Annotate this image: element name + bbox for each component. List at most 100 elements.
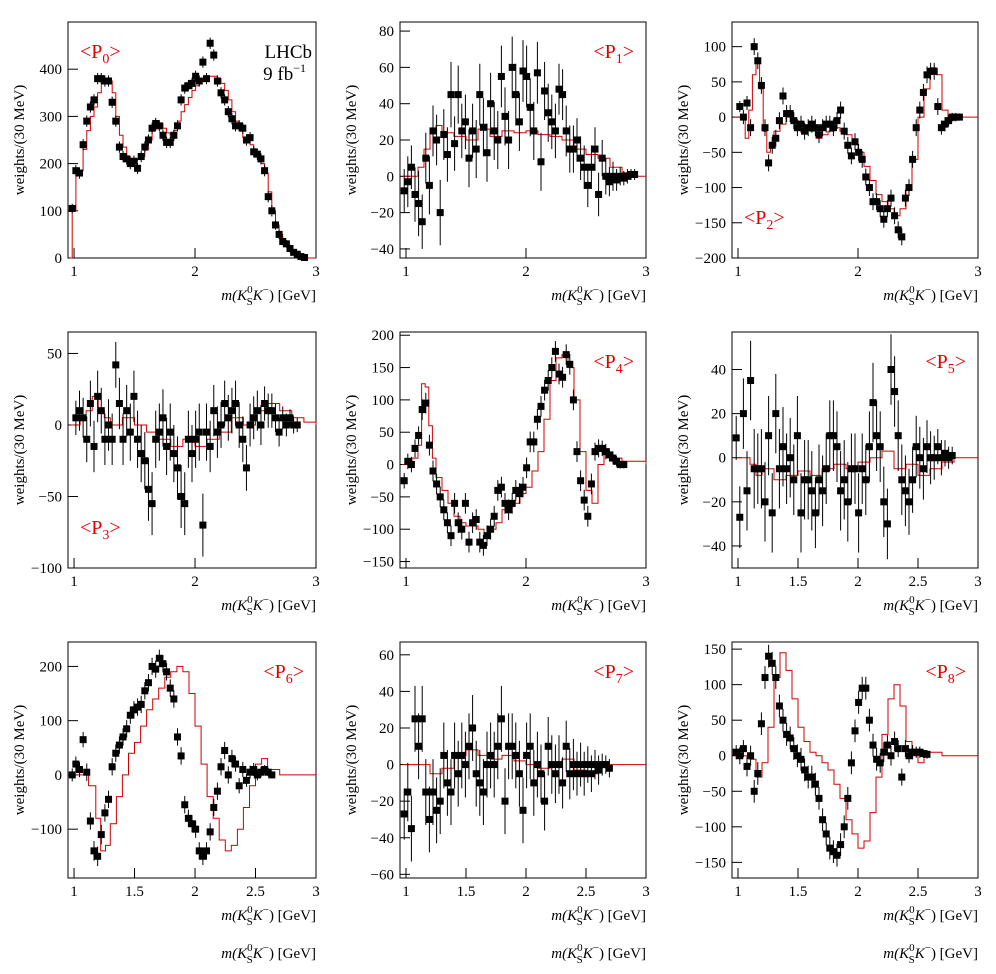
panel-label-tail: > (623, 661, 634, 683)
data-point (736, 513, 744, 521)
xlabel-k: K (898, 908, 910, 924)
data-point (772, 410, 780, 418)
data-point (257, 421, 265, 429)
data-point (83, 768, 91, 776)
luminosity-value: 9 fb (263, 64, 293, 85)
panel-label-tail: > (623, 351, 634, 373)
data-point (905, 752, 913, 760)
data-point (801, 766, 809, 774)
data-point (86, 103, 94, 111)
plot-frame (731, 641, 979, 879)
data-point (623, 172, 631, 180)
data-point (750, 43, 758, 51)
plot-frame (399, 641, 647, 879)
data-point (754, 770, 762, 778)
data-point (869, 399, 877, 407)
data-point (541, 87, 549, 95)
data-point (425, 181, 433, 189)
panel-label-sub: 4 (616, 362, 623, 377)
x-tick-label: 3 (312, 884, 320, 900)
data-point (519, 806, 527, 814)
y-axis-label: weights/(30 MeV) (12, 705, 28, 815)
data-point (616, 461, 624, 469)
data-point (876, 443, 884, 451)
data-point (937, 124, 945, 132)
data-point (822, 465, 830, 473)
data-point (508, 63, 516, 71)
data-point (206, 39, 214, 47)
data-point (418, 406, 426, 414)
data-point (192, 435, 200, 443)
data-point (833, 851, 841, 859)
data-point (155, 428, 163, 436)
data-point (494, 742, 502, 750)
data-point (512, 91, 520, 99)
y-axis-label: weights/(30 MeV) (344, 395, 360, 505)
xlabel-supminus: − (593, 942, 599, 954)
data-point (909, 476, 917, 484)
data-point (173, 464, 181, 472)
panel-label-tail: > (955, 661, 966, 683)
y-axis-label: weights/(30 MeV) (12, 395, 28, 505)
data-point (826, 432, 834, 440)
panel-label: <P1> (593, 41, 634, 67)
data-point (505, 136, 513, 144)
xlabel-k: K (236, 598, 248, 614)
data-point (533, 415, 541, 423)
data-point (887, 194, 895, 202)
data-point (144, 485, 152, 493)
data-point (937, 454, 945, 462)
data-point (804, 124, 812, 132)
data-point (487, 525, 495, 533)
data-point (909, 155, 917, 163)
data-point (440, 506, 448, 514)
data-point (119, 153, 127, 161)
data-point (483, 149, 491, 157)
data-point (515, 118, 523, 126)
data-point (476, 779, 484, 787)
y-tick-label: 20 (379, 721, 394, 737)
data-point (840, 127, 848, 135)
data-point (783, 110, 791, 118)
data-point (584, 181, 592, 189)
x-tick-label: 1 (734, 264, 742, 280)
data-point (793, 752, 801, 760)
xlabel-m: m( (221, 598, 238, 614)
xlabel-k: K (566, 908, 578, 924)
data-point (407, 163, 415, 171)
data-point (569, 396, 577, 404)
x-tick-label: 2 (522, 884, 530, 900)
panel-label-sub: 1 (616, 52, 623, 67)
data-point (210, 407, 218, 415)
data-point (246, 421, 254, 429)
data-point (461, 118, 469, 126)
data-point (880, 215, 888, 223)
data-point (912, 443, 920, 451)
plot-frame (67, 641, 317, 879)
x-tick-label: 2.5 (909, 884, 928, 900)
xlabel-tail: ) [GeV] (269, 598, 316, 614)
data-point (112, 117, 120, 125)
data-point (912, 124, 920, 132)
y-tick-label: 40 (711, 362, 726, 378)
data-point (134, 164, 142, 172)
data-point (822, 830, 830, 838)
data-point (264, 407, 272, 415)
xlabel-m: m( (221, 908, 238, 924)
data-point (411, 715, 419, 723)
data-point (548, 364, 556, 372)
data-point (130, 157, 138, 165)
y-axis-label: weights/(30 MeV) (344, 85, 360, 195)
data-point (761, 124, 769, 132)
data-point (580, 163, 588, 171)
x-tick-label: 3 (312, 574, 320, 590)
data-point (779, 443, 787, 451)
data-point (775, 702, 783, 710)
data-point (515, 770, 523, 778)
data-point (775, 465, 783, 473)
data-point (224, 414, 232, 422)
y-tick-label: 100 (372, 393, 395, 409)
data-point (747, 377, 755, 385)
xlabel-tail: ) [GeV] (599, 946, 646, 962)
data-point (479, 541, 487, 549)
